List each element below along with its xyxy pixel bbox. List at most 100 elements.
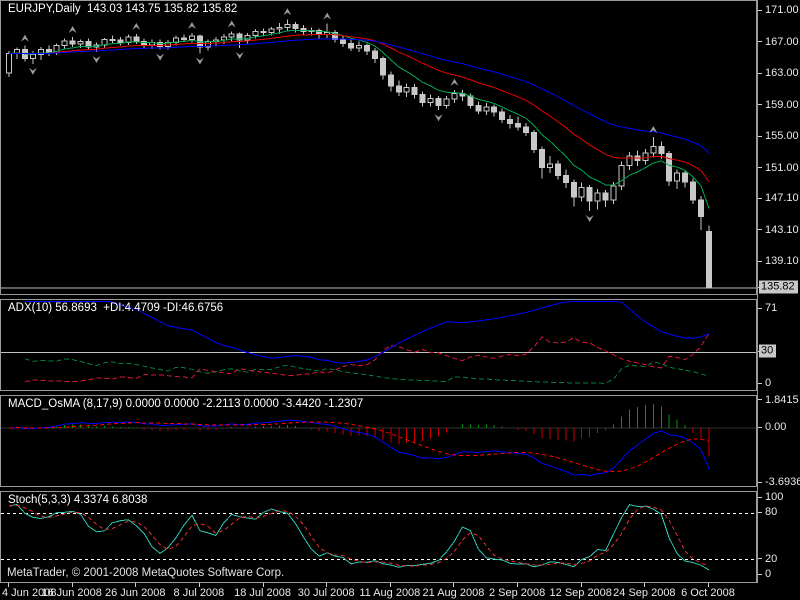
price-tick-label: 159.00 (765, 99, 799, 111)
stoch-d-line (9, 505, 709, 566)
price-tick-label: 139.10 (765, 255, 799, 267)
candle-body (62, 41, 67, 46)
fractal-down-icon (29, 68, 37, 75)
stoch-tick-label: 0 (765, 568, 771, 580)
candle-body (651, 146, 656, 152)
candle-body (428, 98, 433, 102)
stoch-tick-label: 80 (765, 506, 777, 518)
scale-tick (758, 104, 762, 105)
candle-body (388, 75, 393, 86)
copyright-text: MetaTrader, © 2001-2008 MetaQuotes Softw… (7, 567, 284, 579)
candle-body (587, 187, 592, 200)
main-plot[interactable] (1, 1, 756, 294)
stoch-indicator-label: Stoch(5,3,3) 4.3374 6.8038 (8, 494, 147, 506)
candle-body (404, 87, 409, 92)
adx-panel[interactable]: ADX(10) 56.8693 +DI:4.4709 -DI:46.6756 (0, 299, 757, 391)
candle-body (659, 146, 664, 153)
date-label: 2 Sep 2008 (489, 587, 545, 599)
main-chart-panel[interactable]: EURJPY,Daily 143.03 143.75 135.82 135.82 (0, 0, 757, 295)
date-label: 26 Jun 2008 (105, 587, 166, 599)
candle-body (444, 99, 449, 105)
candle-body (531, 132, 536, 149)
scale-tick (758, 136, 762, 137)
candle-body (706, 231, 711, 288)
candle-body (420, 94, 425, 102)
scale-tick (758, 41, 762, 42)
adx-tick-label: 71 (765, 302, 777, 314)
candle-body (110, 39, 115, 40)
plus-di-line (25, 359, 709, 384)
scale-tick (758, 497, 762, 498)
date-label: 12 Sep 2008 (550, 587, 612, 599)
ma-slow-line (9, 39, 709, 153)
fractal-arrows (21, 8, 657, 222)
candle-body (579, 187, 584, 196)
candle-body (356, 46, 361, 48)
scale-tick (758, 399, 762, 400)
ma-mid-line (9, 34, 709, 182)
candlestick-series (7, 19, 712, 288)
candle-body (476, 106, 481, 112)
current-price-badge: 135.82 (759, 281, 798, 294)
macd-indicator-label: MACD_OsMA (8,17,9) 0.0000 0.0000 -2.2113… (8, 398, 363, 410)
scale-tick (758, 167, 762, 168)
adx-indicator-label: ADX(10) 56.8693 +DI:4.4709 -DI:46.6756 (8, 302, 223, 314)
fractal-down-icon (435, 114, 443, 121)
scale-tick (758, 229, 762, 230)
chart-title: EURJPY,Daily 143.03 143.75 135.82 135.82 (8, 3, 237, 15)
candle-body (516, 124, 521, 127)
candle-body (341, 39, 346, 43)
fractal-up-icon (323, 13, 331, 20)
candle-body (134, 37, 139, 42)
candle-body (372, 51, 377, 58)
price-tick-label: 147.10 (765, 192, 799, 204)
macd-tick-label: 0.00 (765, 421, 786, 433)
candle-body (253, 31, 258, 35)
fractal-up-icon (69, 26, 77, 33)
candle-body (293, 24, 298, 28)
fractal-up-icon (21, 35, 29, 42)
date-label: 21 Aug 2008 (423, 587, 485, 599)
candle-body (189, 36, 194, 39)
scale-tick (758, 574, 762, 575)
fractal-down-icon (92, 56, 100, 63)
osma-histogram (9, 404, 709, 456)
scale-tick (758, 383, 762, 384)
macd-panel[interactable]: MACD_OsMA (8,17,9) 0.0000 0.0000 -2.2113… (0, 395, 757, 487)
date-label: 16 Jun 2008 (41, 587, 102, 599)
macd-tick-label: -3.6936 (765, 476, 800, 488)
candle-body (524, 127, 529, 133)
candle-body (78, 42, 83, 44)
candle-body (500, 112, 505, 120)
scale-tick (758, 198, 762, 199)
candle-body (611, 186, 616, 200)
candle-body (683, 173, 688, 182)
fractal-down-icon (586, 215, 594, 222)
price-tick-label: 155.00 (765, 130, 799, 142)
fractal-down-icon (156, 54, 164, 61)
date-label: 11 Aug 2008 (359, 587, 420, 599)
date-label: 6 Oct 2008 (681, 587, 735, 599)
candle-body (380, 58, 385, 75)
candle-body (229, 34, 234, 37)
fractal-up-icon (188, 22, 196, 29)
candle-body (643, 153, 648, 161)
candle-body (468, 96, 473, 105)
candle-body (70, 41, 75, 44)
fractal-up-icon (450, 79, 458, 86)
candle-body (675, 173, 680, 181)
candle-body (412, 87, 417, 94)
candle-body (619, 165, 624, 185)
candle-body (261, 31, 266, 32)
candle-body (699, 200, 704, 217)
candle-body (269, 29, 274, 32)
candle-body (30, 54, 35, 58)
candle-body (118, 40, 123, 42)
price-tick-label: 151.00 (765, 162, 799, 174)
candle-body (484, 107, 489, 111)
time-scale[interactable]: 4 Jun 200816 Jun 200826 Jun 20088 Jul 20… (0, 583, 800, 600)
ma-fast-line (9, 30, 709, 208)
price-scale[interactable]: 171.00167.00163.00159.00155.00151.00147.… (757, 0, 800, 583)
candle-body (492, 107, 497, 112)
candle-body (396, 86, 401, 92)
